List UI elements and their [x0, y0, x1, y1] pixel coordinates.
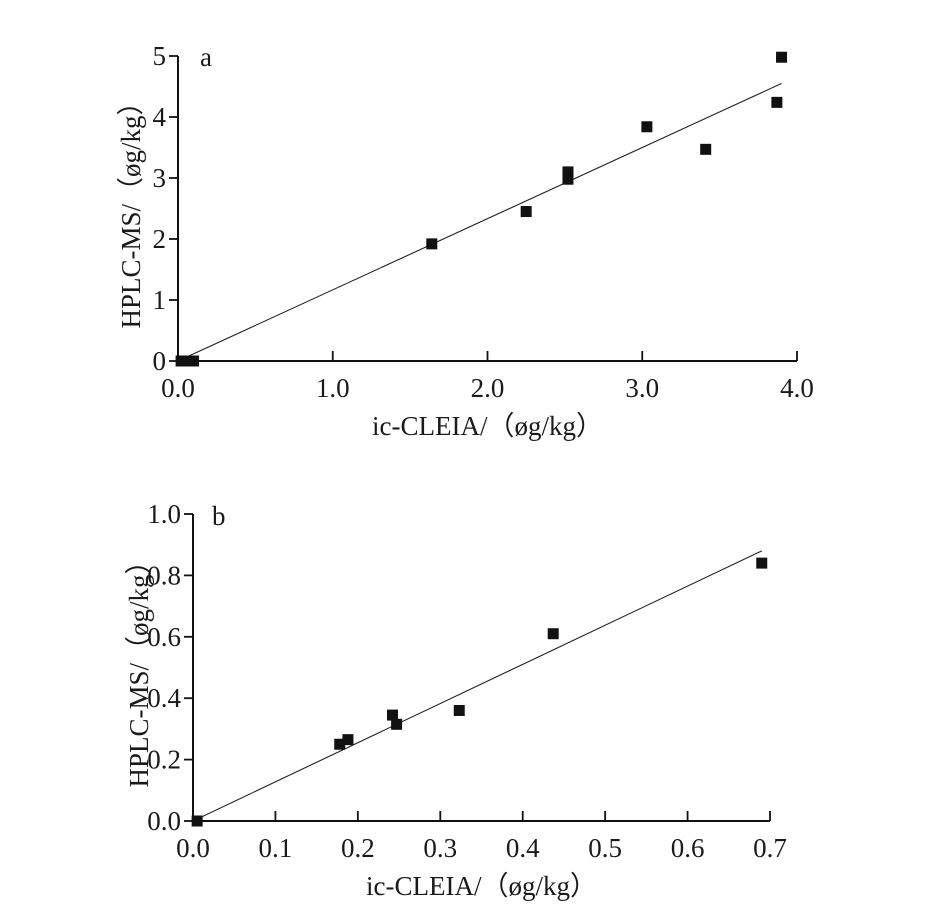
data-point: [453, 704, 465, 716]
x-axis-label: ic-CLEIA/（øg/kg）: [372, 411, 603, 441]
data-point: [641, 121, 653, 133]
y-tick-label: 0.0: [147, 806, 181, 836]
data-point: [334, 738, 346, 750]
panel-a: 0.0 1.0 2.0 3.0 4.0 0 1 2 3 4 5 a ic-CLEIA/（øg/kg） HP…: [116, 41, 814, 441]
y-tick-label: 0: [153, 346, 167, 376]
panel-label: b: [212, 501, 226, 531]
data-point: [520, 206, 532, 218]
x-tick-label: 0.0: [176, 833, 210, 863]
x-tick-label: 0.2: [341, 833, 375, 863]
data-point: [342, 734, 354, 746]
data-point: [426, 238, 438, 250]
y-tick-label: 1: [153, 285, 167, 315]
data-point: [547, 628, 559, 640]
x-tick-label: 2.0: [471, 373, 505, 403]
y-tick-label: 4: [153, 102, 167, 132]
data-point: [562, 173, 574, 185]
data-point: [175, 355, 187, 367]
x-tick-label: 4.0: [780, 373, 814, 403]
fit-line: [192, 550, 762, 822]
x-tick-label: 0.7: [753, 833, 787, 863]
x-tick-label: 1.0: [316, 373, 350, 403]
y-tick-label: 0.2: [147, 745, 181, 775]
y-tick-label: 5: [153, 41, 167, 71]
data-point: [191, 815, 203, 827]
x-axis-label: ic-CLEIA/（øg/kg）: [366, 871, 597, 901]
data-point: [386, 709, 398, 721]
panel-b: 0.0 0.1 0.2 0.3 0.4 0.5 0.6 0.7 0.0 0.2 0.4 0.6 0.8 1…: [124, 499, 787, 901]
data-point: [700, 143, 712, 155]
y-tick-label: 3: [153, 163, 167, 193]
y-tick-label: 0.6: [147, 622, 181, 652]
y-tick-label: 0.4: [147, 683, 181, 713]
x-tick-label: 3.0: [625, 373, 659, 403]
panel-label: a: [200, 42, 212, 72]
y-axis-label: HPLC-MS/（øg/kg）: [116, 88, 146, 328]
data-point: [181, 355, 193, 367]
data-point: [776, 51, 788, 63]
fit-line: [177, 82, 782, 362]
data-point: [391, 718, 403, 730]
data-point: [187, 355, 199, 367]
x-tick-label: 0.1: [259, 833, 293, 863]
y-tick-label: 2: [153, 224, 167, 254]
x-tick-label: 0.5: [588, 833, 622, 863]
y-tick-label: 0.8: [147, 560, 181, 590]
x-tick-label: 0.3: [423, 833, 457, 863]
data-point: [771, 96, 783, 108]
y-axis-label: HPLC-MS/（øg/kg）: [124, 547, 154, 787]
data-point: [562, 166, 574, 178]
data-point: [756, 557, 768, 569]
x-tick-label: 0.4: [506, 833, 540, 863]
x-tick-label: 0.6: [671, 833, 705, 863]
x-tick-label: 0.0: [161, 373, 195, 403]
y-tick-label: 1.0: [147, 499, 181, 529]
